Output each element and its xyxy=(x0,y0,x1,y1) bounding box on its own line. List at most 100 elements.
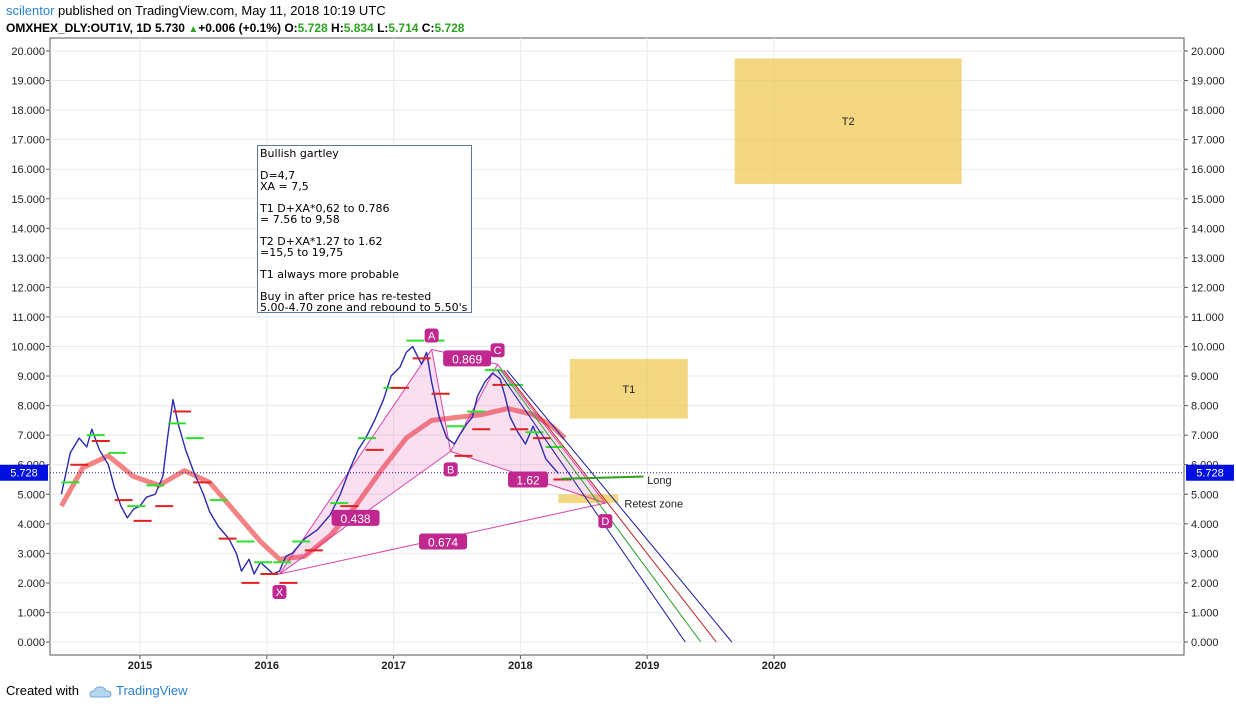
y-tick-label-right: 1.000 xyxy=(1191,607,1219,619)
ratio-label-bg[interactable] xyxy=(508,471,549,488)
pattern-leg xyxy=(431,349,452,452)
price-tag-right-label: 5.728 xyxy=(1196,468,1224,480)
x-tick-label: 2018 xyxy=(508,660,532,672)
ratio-label: 1.62 xyxy=(516,473,540,487)
y-tick-label-left: 15.000 xyxy=(11,194,45,206)
x-tick-label: 2015 xyxy=(128,660,152,672)
target-zone[interactable] xyxy=(558,494,619,504)
annotation-line: XA = 7,5 xyxy=(260,180,309,193)
annotation-line: T1 D+XA*0,62 to 0.786 xyxy=(260,202,390,215)
annotation-line: D=4,7 xyxy=(260,169,296,182)
annotation-line: T2 D+XA*1.27 to 1.62 xyxy=(260,235,383,248)
y-tick-label-left: 2.000 xyxy=(17,578,45,590)
price-change: +0.006 (+0.1%) xyxy=(198,21,281,35)
pattern-point-label: X xyxy=(276,587,284,599)
y-tick-label-left: 16.000 xyxy=(11,164,45,176)
ema-line xyxy=(59,406,567,562)
y-tick-label-right: 3.000 xyxy=(1191,548,1219,560)
ratio-label-bg[interactable] xyxy=(331,509,380,526)
x-tick-label: 2020 xyxy=(762,660,786,672)
y-tick-label-right: 12.000 xyxy=(1191,282,1225,294)
close-value: 5.728 xyxy=(434,21,465,35)
y-tick-label-right: 4.000 xyxy=(1191,519,1219,531)
pattern-point-marker[interactable] xyxy=(598,514,613,529)
symbol-info: OMXHEX_DLY:OUT1V, 1D 5.730 ▲+0.006 (+0.1… xyxy=(6,21,464,35)
pattern-point-label: C xyxy=(494,345,502,357)
price-tag-left-label: 5.728 xyxy=(10,468,38,480)
pattern-point-marker[interactable] xyxy=(272,585,287,600)
y-tick-label-right: 8.000 xyxy=(1191,401,1219,413)
open-label: O: xyxy=(284,21,298,35)
symbol-name: OMXHEX_DLY:OUT1V, 1D xyxy=(6,21,152,35)
y-tick-label-left: 5.000 xyxy=(17,489,45,501)
y-tick-label-left: 1.000 xyxy=(17,607,45,619)
ratio-label-bg[interactable] xyxy=(419,533,468,550)
y-tick-label-right: 10.000 xyxy=(1191,342,1225,354)
y-tick-label-right: 20.000 xyxy=(1191,46,1225,58)
ratio-label: 0.674 xyxy=(428,536,458,550)
y-tick-label-left: 0.000 xyxy=(17,637,45,649)
ratio-label: 0.869 xyxy=(452,352,482,366)
author-link[interactable]: scilentor xyxy=(6,3,55,18)
target-zone[interactable] xyxy=(569,358,688,419)
y-tick-label-right: 14.000 xyxy=(1191,223,1225,235)
close-label: C: xyxy=(421,21,435,35)
x-tick-label: 2017 xyxy=(381,660,405,672)
y-tick-label-left: 18.000 xyxy=(11,105,45,117)
created-with-label: Created with xyxy=(6,683,79,698)
y-tick-label-left: 13.000 xyxy=(11,253,45,265)
ratio-label: 0.438 xyxy=(341,512,371,526)
pattern-leg xyxy=(497,363,606,504)
y-tick-label-right: 11.000 xyxy=(1191,312,1224,324)
ratio-label-bg[interactable] xyxy=(443,350,492,367)
channel-line xyxy=(503,369,717,643)
y-tick-label-right: 9.000 xyxy=(1191,371,1219,383)
price-line xyxy=(60,345,559,575)
y-tick-label-left: 17.000 xyxy=(11,135,45,147)
y-tick-label-right: 18.000 xyxy=(1191,105,1225,117)
y-tick-label-right: 15.000 xyxy=(1191,194,1225,206)
last-price: 5.730 xyxy=(154,21,185,35)
annotation-line: Buy in after price has re-tested xyxy=(260,290,432,303)
annotation-line: 5.00-4.70 zone and rebound to 5.50's xyxy=(260,301,468,314)
x-tick-label: 2016 xyxy=(255,660,279,672)
pattern-fill-bcd xyxy=(450,364,606,504)
tradingview-link[interactable]: TradingView xyxy=(116,683,188,698)
pattern-fill-xab xyxy=(279,349,451,575)
published-text: published on TradingView.com, May 11, 20… xyxy=(58,3,386,18)
zone-label: T2 xyxy=(842,116,855,128)
y-tick-label-right: 7.000 xyxy=(1191,430,1219,442)
y-tick-label-right: 2.000 xyxy=(1191,578,1219,590)
channel-line xyxy=(500,369,702,643)
y-tick-label-left: 20.000 xyxy=(11,46,45,58)
chart-annotation: Long xyxy=(647,475,671,487)
tradingview-cloud-icon xyxy=(89,686,112,698)
target-zone[interactable] xyxy=(734,58,962,184)
y-tick-label-right: 13.000 xyxy=(1191,253,1225,265)
y-tick-label-left: 12.000 xyxy=(11,282,45,294)
price-tag-right xyxy=(1186,464,1234,481)
pattern-point-marker[interactable] xyxy=(443,462,458,477)
low-value: 5.714 xyxy=(388,21,419,35)
high-label: H: xyxy=(331,21,344,35)
pattern-point-marker[interactable] xyxy=(424,328,439,343)
pattern-point-label: A xyxy=(428,330,436,342)
pattern-point-marker[interactable] xyxy=(490,343,505,358)
publish-info: scilentor published on TradingView.com, … xyxy=(6,3,386,18)
open-value: 5.728 xyxy=(297,21,328,35)
y-tick-label-left: 9.000 xyxy=(17,371,45,383)
annotation-line: Bullish gartley xyxy=(260,147,339,160)
y-tick-label-left: 8.000 xyxy=(17,401,45,413)
pattern-point-label: B xyxy=(447,464,454,476)
y-tick-label-left: 7.000 xyxy=(17,430,45,442)
up-triangle-icon: ▲ xyxy=(188,24,199,35)
y-tick-label-left: 3.000 xyxy=(17,548,45,560)
channel-line xyxy=(497,369,686,643)
annotation-line: T1 always more probable xyxy=(260,268,399,281)
high-value: 5.834 xyxy=(343,21,374,35)
annotation-note[interactable]: Bullish gartley D=4,7 XA = 7,5 T1 D+XA*0,62… xyxy=(257,145,472,313)
y-tick-label-left: 19.000 xyxy=(11,76,45,88)
x-tick-label: 2019 xyxy=(635,660,659,672)
annotation-line: =15,5 to 19,75 xyxy=(260,246,344,259)
